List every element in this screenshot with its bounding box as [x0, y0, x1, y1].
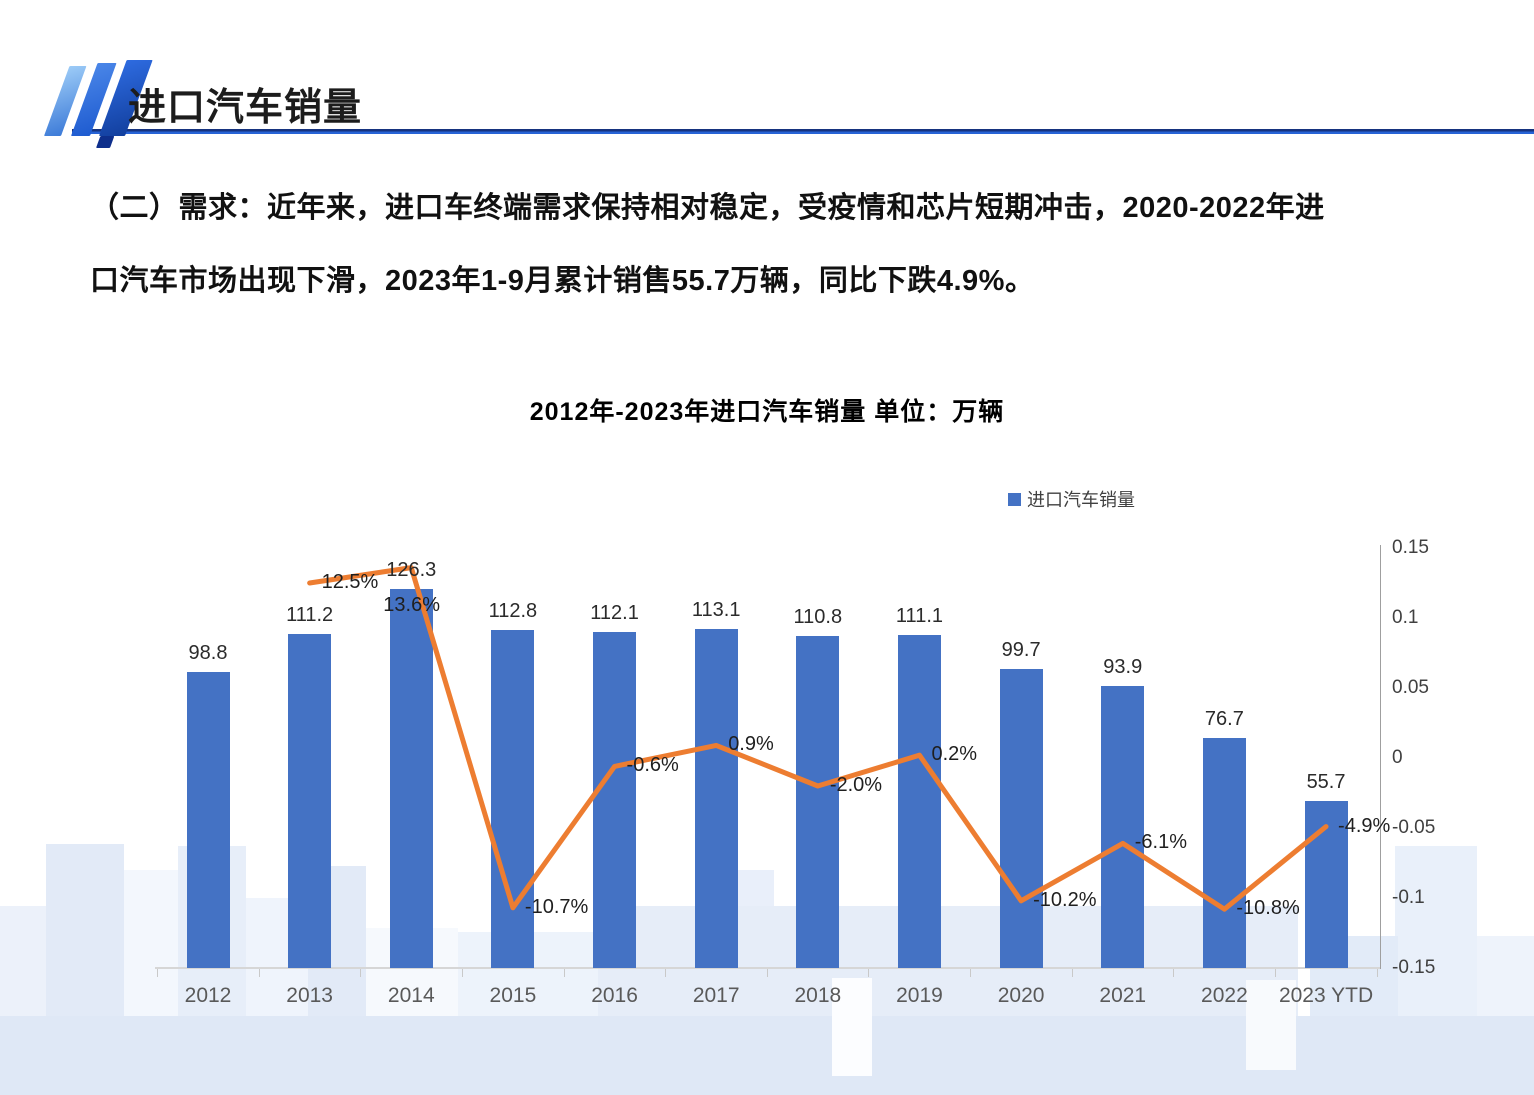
- bar-2012: [186, 671, 230, 968]
- x-axis-label: 2015: [489, 984, 537, 1007]
- bar-2022: [1202, 737, 1246, 968]
- x-axis-tick: [1376, 969, 1378, 977]
- bar-2018: [796, 635, 840, 968]
- x-axis-label: 2021: [1099, 984, 1147, 1007]
- x-axis-label: 2020: [997, 984, 1045, 1007]
- line-value-label: -4.9%: [1338, 814, 1391, 837]
- x-axis-label: 2017: [692, 984, 740, 1007]
- body-paragraph: （二）需求：近年来，进口车终端需求保持相对稳定，受疫情和芯片短期冲击，2020-…: [90, 172, 1470, 318]
- line-value-label: -10.2%: [1033, 888, 1097, 911]
- x-axis-label: 2018: [794, 984, 842, 1007]
- bar-value-label: 76.7: [1204, 707, 1244, 730]
- line-value-label: 12.5%: [321, 571, 379, 593]
- secondary-axis-tick-label: 0.05: [1392, 677, 1429, 698]
- x-axis-tick: [970, 969, 972, 977]
- body-line-1: （二）需求：近年来，进口车终端需求保持相对稳定，受疫情和芯片短期冲击，2020-…: [90, 192, 1325, 224]
- x-axis-tick: [157, 969, 158, 977]
- bar-value-label: 98.8: [188, 641, 228, 664]
- x-axis-tick: [665, 969, 667, 977]
- chart-legend: 进口汽车销量: [1008, 486, 1135, 512]
- secondary-axis-tick-label: 0.15: [1392, 537, 1429, 558]
- line-value-label: 0.9%: [728, 733, 774, 756]
- bar-2019: [897, 634, 941, 968]
- bar-2014: [389, 589, 433, 968]
- secondary-axis-tick-label: 0: [1392, 747, 1403, 768]
- bar-2013: [288, 634, 332, 968]
- bar-2020: [999, 668, 1043, 968]
- line-value-label: -10.7%: [524, 895, 589, 918]
- body-line-2: 口汽车市场出现下滑，2023年1-9月累计销售55.7万辆，同比下跌4.9%。: [90, 265, 1035, 297]
- line-value-label: -0.6%: [626, 754, 679, 777]
- secondary-axis-tick-label: 0.1: [1392, 607, 1419, 628]
- x-axis-label: 2012: [184, 984, 232, 1007]
- x-axis-label: 2013: [286, 984, 333, 1007]
- x-axis-label: 2023 YTD: [1278, 984, 1374, 1007]
- secondary-axis-tick-label: -0.05: [1392, 817, 1436, 838]
- x-axis-label: 2016: [591, 984, 638, 1007]
- logo-stripes-icon: [30, 60, 153, 148]
- x-axis-line: [155, 967, 1380, 969]
- x-axis-tick: [1173, 969, 1175, 977]
- bar-value-label: 126.3: [386, 559, 437, 582]
- line-value-label: 13.6%: [383, 593, 440, 616]
- bar-value-label: 112.1: [590, 601, 639, 624]
- x-axis-label: 2014: [387, 984, 435, 1007]
- line-value-label: 0.2%: [931, 743, 978, 766]
- legend-marker-icon: [1008, 492, 1021, 506]
- line-value-label: -6.1%: [1134, 831, 1187, 854]
- x-axis-tick: [1071, 969, 1073, 977]
- bar-value-label: 111.2: [286, 604, 334, 627]
- secondary-y-axis-line: [1380, 545, 1381, 969]
- x-axis-tick: [360, 969, 362, 977]
- bar-2021: [1101, 686, 1145, 968]
- x-axis-label: 2019: [896, 984, 943, 1007]
- bar-value-label: 112.8: [488, 599, 538, 622]
- line-value-label: -10.8%: [1236, 897, 1300, 920]
- x-axis-tick: [563, 969, 565, 977]
- legend-label: 进口汽车销量: [1027, 490, 1135, 510]
- bar-2017: [694, 628, 738, 968]
- x-axis-tick: [1275, 969, 1277, 977]
- x-axis-tick: [461, 969, 463, 977]
- bar-value-label: 111.1: [895, 604, 944, 627]
- x-axis-tick: [766, 969, 768, 977]
- secondary-axis-tick-label: -0.1: [1392, 887, 1425, 908]
- bar-value-label: 55.7: [1306, 770, 1346, 793]
- header-divider: [72, 129, 1534, 134]
- page-title: 进口汽车销量: [128, 87, 363, 129]
- bar-2016: [593, 631, 637, 968]
- bar-value-label: 110.8: [793, 605, 843, 628]
- x-axis-label: 2022: [1201, 984, 1248, 1007]
- chart-title: 2012年-2023年进口汽车销量 单位：万辆: [529, 398, 1005, 426]
- x-axis-tick: [258, 969, 260, 977]
- secondary-axis-tick-label: -0.15: [1392, 957, 1436, 978]
- bar-value-label: 99.7: [1001, 638, 1041, 661]
- bar-value-label: 113.1: [691, 598, 741, 621]
- bar-value-label: 93.9: [1103, 656, 1143, 679]
- line-value-label: -2.0%: [829, 774, 883, 796]
- x-axis-tick: [868, 969, 870, 977]
